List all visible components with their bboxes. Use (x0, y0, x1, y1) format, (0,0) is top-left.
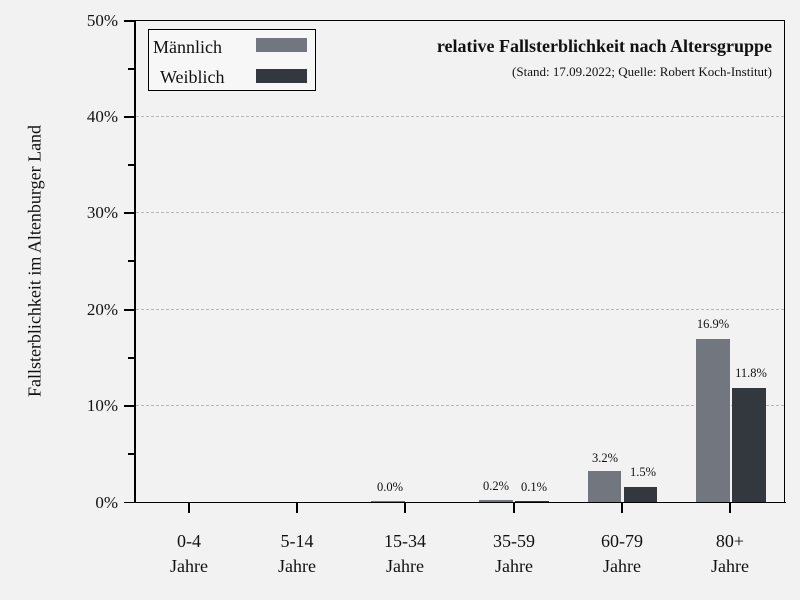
bar-label-female-60-79: 1.5% (629, 465, 657, 479)
bar-label-male-35-59: 0.2% (482, 479, 510, 493)
gridline-40 (136, 116, 784, 117)
xtick (621, 502, 623, 513)
x-axis (124, 501, 786, 503)
bar-male-60-79 (588, 471, 621, 502)
ytick-major (124, 20, 135, 22)
y-axis (134, 20, 136, 503)
xtick (729, 502, 731, 513)
bar-label-female-80plus: 11.8% (735, 366, 767, 380)
ytick-major (124, 405, 135, 407)
xtick (513, 502, 515, 513)
xtick-label-5-14: 5-14 Jahre (278, 531, 316, 576)
bar-female-80plus (732, 388, 766, 502)
ytick-major (124, 501, 135, 503)
xtick-label-80plus: 80+ Jahre (711, 531, 749, 576)
ytick-label-50: 50% (86, 11, 118, 30)
ytick-label-20: 20% (86, 300, 118, 319)
gridline-10 (136, 405, 784, 406)
chart-title: relative Fallsterblichkeit nach Altersgr… (436, 36, 772, 56)
bar-label-male-80plus: 16.9% (696, 317, 730, 331)
bar-male-15-34 (371, 501, 405, 502)
xtick (296, 502, 298, 513)
ytick-label-0: 0% (95, 493, 118, 512)
xtick-label-60-79: 60-79 Jahre (601, 531, 643, 576)
ytick-minor (128, 260, 135, 262)
legend: Männlich Weiblich (148, 29, 316, 91)
xtick-label-0-4: 0-4 Jahre (170, 531, 208, 576)
bar-male-80plus (696, 339, 730, 502)
legend-label-female: Weiblich (160, 67, 225, 87)
ytick-label-30: 30% (86, 203, 118, 222)
xtick (188, 502, 190, 513)
bar-label-male-60-79: 3.2% (591, 451, 619, 465)
ytick-label-10: 10% (86, 396, 118, 415)
legend-swatch-female (256, 69, 307, 83)
xtick-label-15-34: 15-34 Jahre (384, 531, 426, 576)
plot-frame (135, 20, 785, 502)
ytick-minor (128, 164, 135, 166)
ytick-major (124, 116, 135, 118)
bar-female-35-59 (515, 501, 549, 502)
bar-label-female-35-59: 0.1% (520, 480, 548, 494)
ytick-minor (128, 68, 135, 70)
chart-subtitle: (Stand: 17.09.2022; Quelle: Robert Koch-… (512, 64, 772, 79)
gridline-20 (136, 309, 784, 310)
legend-swatch-male (256, 38, 307, 52)
bar-male-35-59 (479, 500, 513, 502)
ytick-major (124, 309, 135, 311)
xtick-label-35-59: 35-59 Jahre (493, 531, 535, 576)
bar-female-60-79 (624, 487, 657, 502)
xtick (404, 502, 406, 513)
ytick-minor (128, 453, 135, 455)
y-axis-label: Fallsterblichkeit im Altenburger Land (24, 124, 45, 398)
bar-label-male-15-34: 0.0% (376, 480, 404, 494)
ytick-major (124, 212, 135, 214)
legend-label-male: Männlich (153, 37, 222, 57)
ytick-minor (128, 357, 135, 359)
ytick-label-40: 40% (86, 107, 118, 126)
gridline-30 (136, 212, 784, 213)
